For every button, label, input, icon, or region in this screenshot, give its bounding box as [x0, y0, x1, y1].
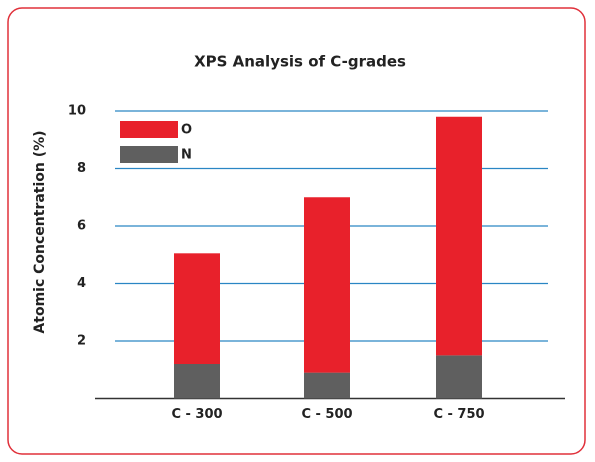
x-tick-label: C - 750: [433, 407, 484, 422]
y-tick-label: 2: [77, 334, 86, 349]
bar-segment: [304, 197, 350, 373]
x-tick-label: C - 500: [301, 407, 352, 422]
y-axis-label: Atomic Concentration (%): [32, 130, 48, 333]
frame: [7, 7, 586, 455]
y-tick-label: 10: [68, 104, 86, 119]
chart-title: XPS Analysis of C-grades: [194, 53, 406, 71]
bar-segment: [304, 372, 350, 399]
bar-segment: [436, 355, 482, 399]
y-tick-label: 4: [77, 276, 86, 291]
legend-label: O: [181, 123, 192, 138]
legend-swatch: [120, 121, 178, 138]
legend-swatch: [120, 146, 178, 163]
legend-label: N: [181, 148, 192, 163]
bar-segment: [436, 116, 482, 356]
bar-segment: [174, 253, 220, 364]
bar-segment: [174, 364, 220, 399]
y-tick-label: 8: [77, 161, 86, 176]
y-tick-label: 6: [77, 219, 86, 234]
x-tick-label: C - 300: [171, 407, 222, 422]
